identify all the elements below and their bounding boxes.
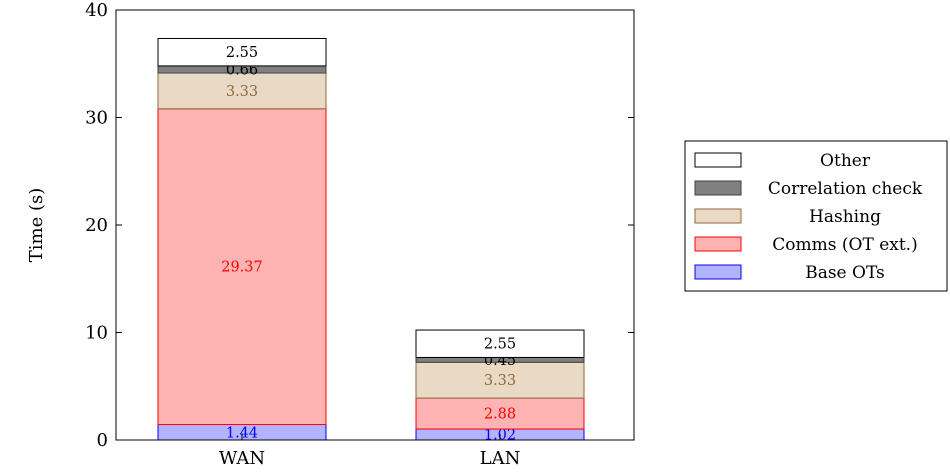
data-label: 1.44 <box>226 425 258 441</box>
data-label: 3.33 <box>226 84 258 100</box>
legend-swatch <box>694 208 742 224</box>
x-tick-label: WAN <box>219 448 265 469</box>
legend-label: Other <box>820 151 871 171</box>
legend-label: Hashing <box>809 207 881 227</box>
x-tick-label: LAN <box>480 448 521 469</box>
legend: Other Correlation check Hashing Comms (OT e… <box>684 140 948 292</box>
x-axis: WAN LAN <box>219 434 521 469</box>
legend-label: Correlation check <box>768 179 923 199</box>
bar-segment <box>415 361 585 399</box>
data-label: 0.66 <box>226 62 258 78</box>
y-tick-label: 40 <box>85 0 108 21</box>
legend-label: Base OTs <box>805 263 885 283</box>
legend-swatch <box>694 236 742 252</box>
bar-segment <box>415 329 585 358</box>
y-tick-label: 0 <box>97 430 108 451</box>
data-label: 2.55 <box>484 337 516 353</box>
bar-segment <box>157 37 327 67</box>
legend-swatch <box>694 264 742 280</box>
legend-swatch <box>694 180 742 196</box>
legend-swatch <box>694 152 742 168</box>
data-label: 3.33 <box>484 373 516 389</box>
bars-layer: 1.4429.373.330.662.551.022.883.330.452.5… <box>157 37 585 444</box>
bar-segment <box>157 72 327 110</box>
bar-segment <box>157 108 327 426</box>
legend-label: Comms (OT ext.) <box>772 235 917 255</box>
y-tick-label: 10 <box>85 323 108 344</box>
data-label: 2.55 <box>226 45 258 61</box>
data-label: 2.88 <box>484 407 516 423</box>
y-axis: 0 10 20 30 40 <box>85 0 634 451</box>
y-axis-title: Time (s) <box>26 188 47 263</box>
y-tick-label: 20 <box>85 215 108 236</box>
y-tick-label: 30 <box>85 108 108 129</box>
bar-segment <box>415 397 585 430</box>
data-label: 29.37 <box>221 260 263 276</box>
